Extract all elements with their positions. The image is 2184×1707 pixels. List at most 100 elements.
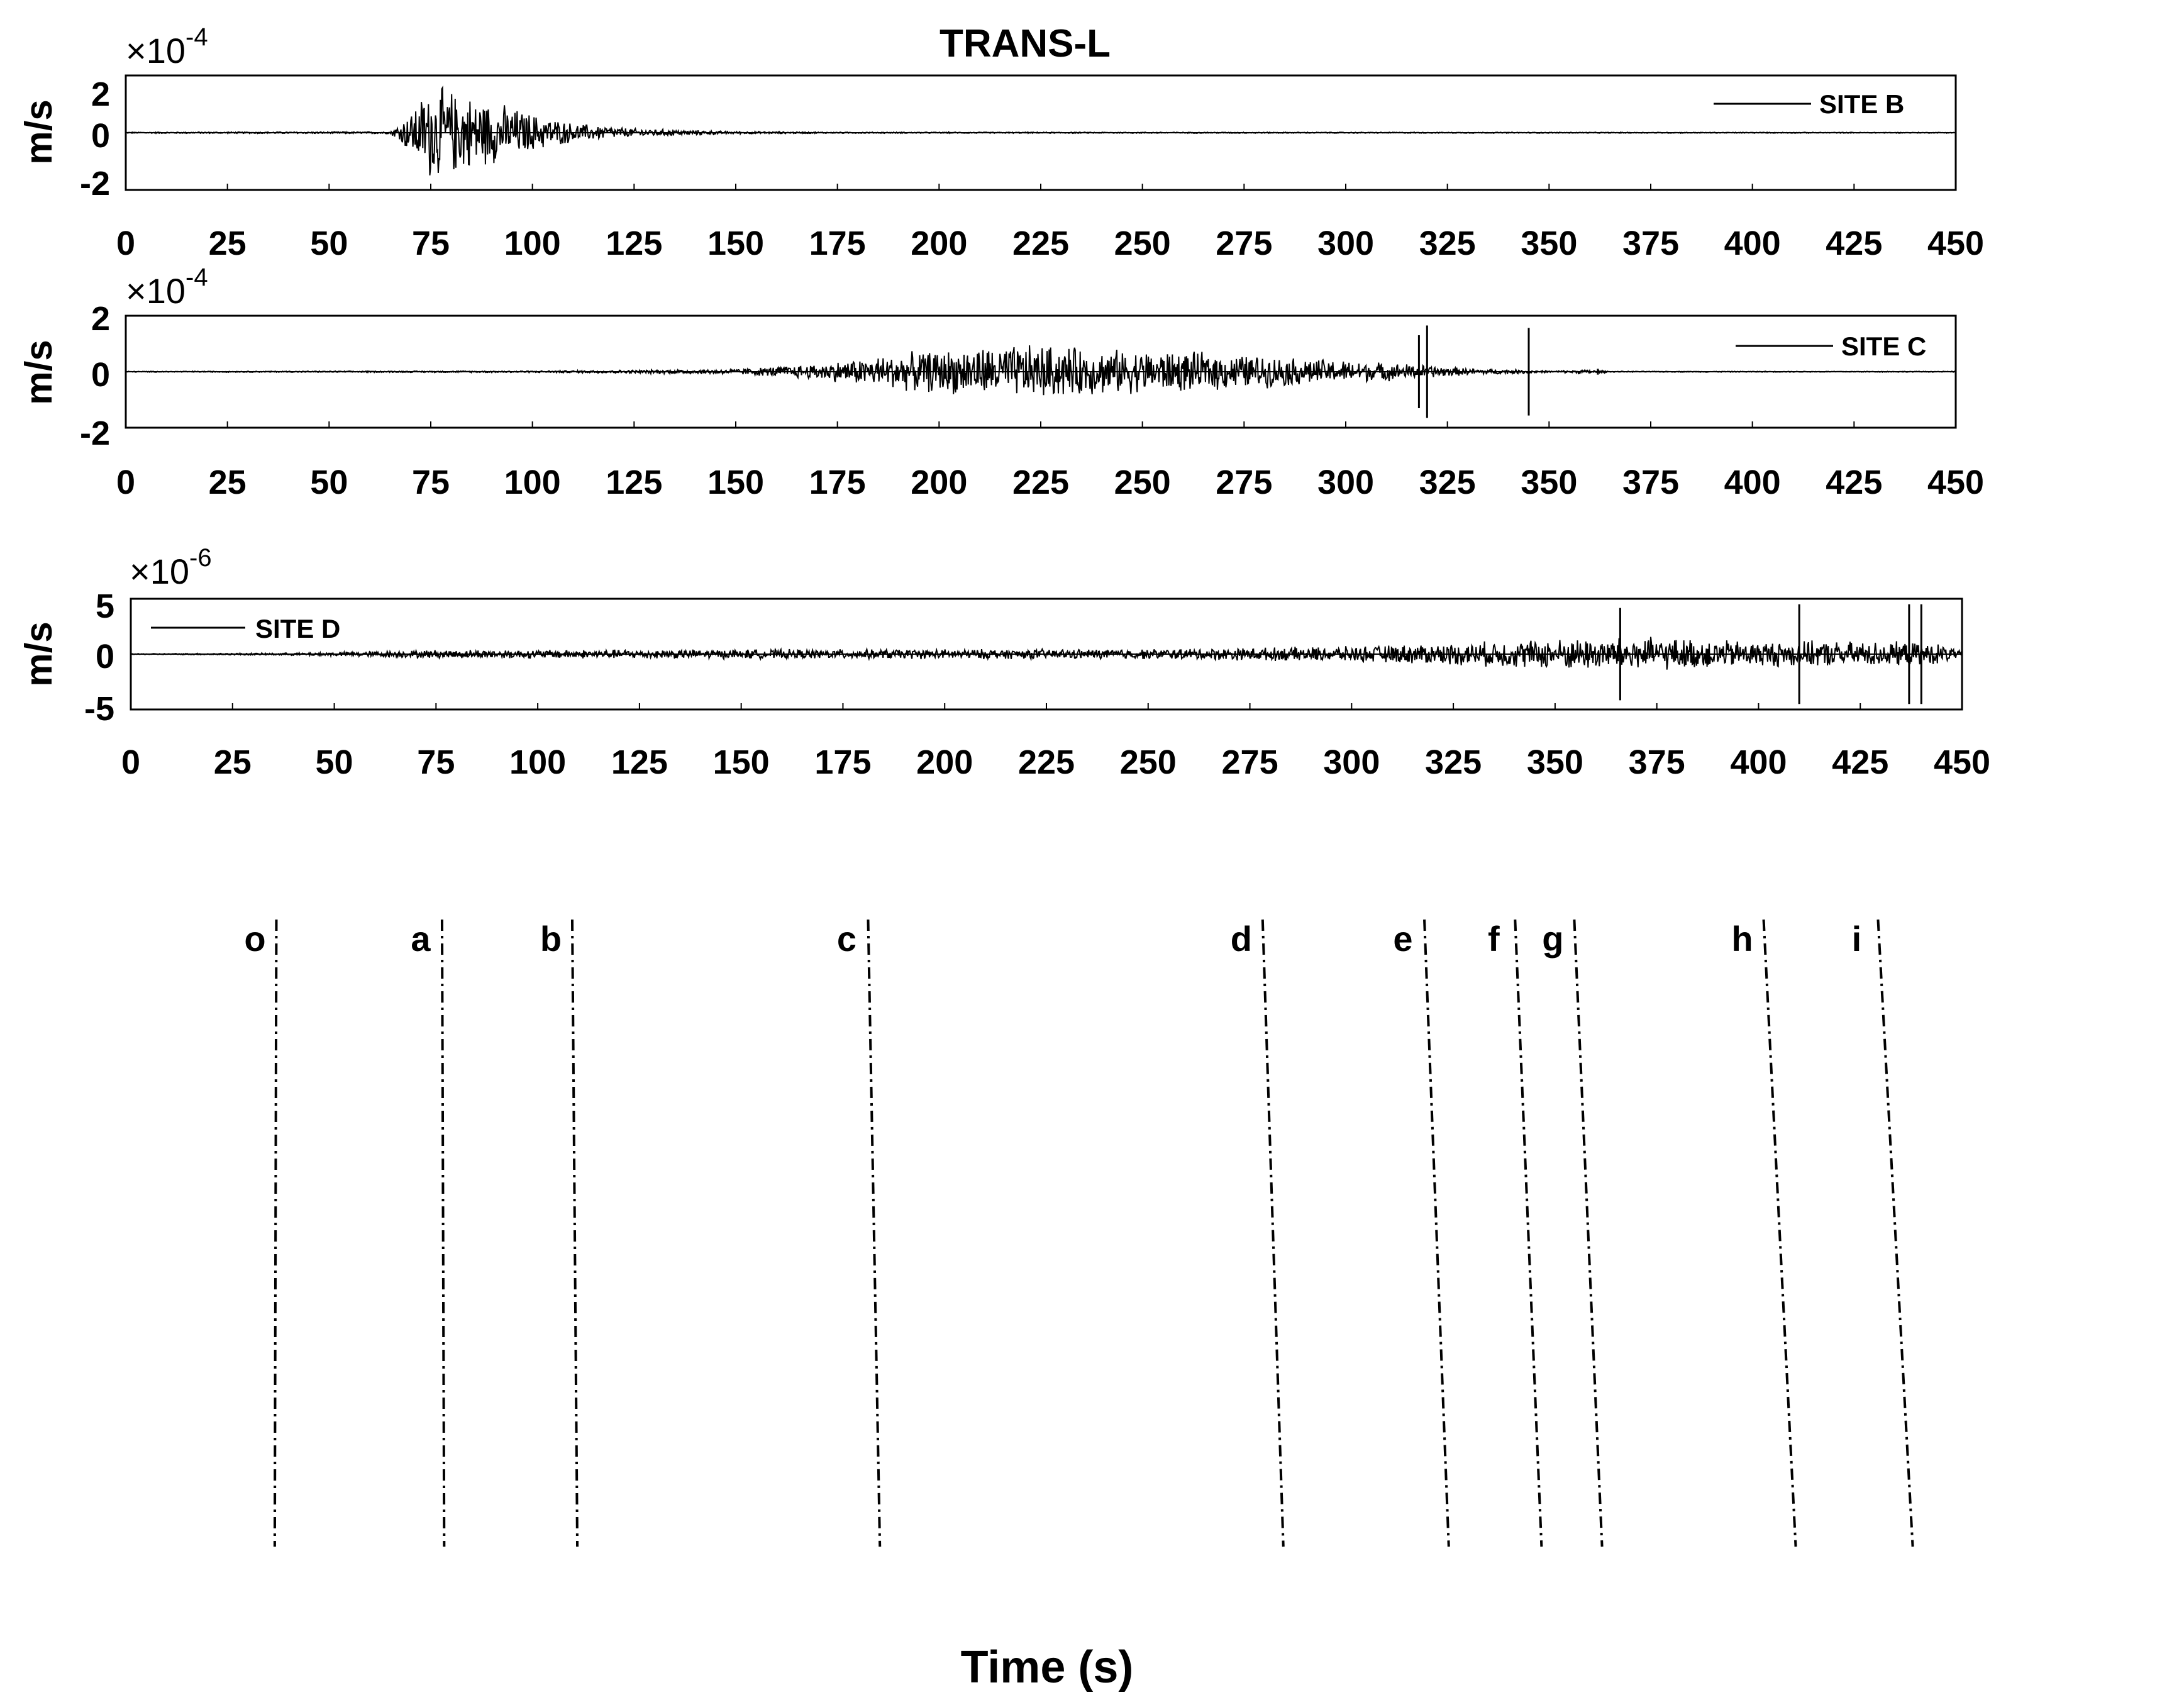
- x-tick-label: 450: [1934, 743, 1990, 781]
- x-tick-label: 200: [911, 225, 967, 262]
- y-tick: 2: [91, 300, 110, 338]
- x-tick-label: 325: [1419, 225, 1476, 262]
- x-tick-label: 25: [209, 464, 247, 501]
- y-exponent: ×10-4: [126, 23, 208, 70]
- event-letter: c: [837, 919, 856, 959]
- legend: SITE D: [151, 614, 340, 643]
- x-tick-label: 400: [1724, 225, 1781, 262]
- x-tick-label: 425: [1832, 743, 1888, 781]
- x-tick-label: 175: [814, 743, 871, 781]
- event-letter: e: [1393, 919, 1412, 959]
- x-tick-label: 75: [412, 225, 450, 262]
- y-tick: -2: [80, 165, 110, 203]
- event-line: [273, 919, 278, 1547]
- y-axis-label: m/s: [18, 99, 60, 164]
- x-tick-label: 450: [1927, 464, 1984, 501]
- x-tick-label: 375: [1622, 464, 1679, 501]
- x-tick-label: 425: [1826, 225, 1882, 262]
- x-tick-label: 275: [1216, 225, 1272, 262]
- x-tick-label: 325: [1419, 464, 1476, 501]
- legend-label: SITE C: [1841, 331, 1926, 361]
- x-tick-label: 0: [121, 743, 140, 781]
- x-tick-label: 275: [1222, 743, 1278, 781]
- y-tick: 0: [91, 356, 110, 394]
- x-tick-label: 300: [1317, 464, 1374, 501]
- event-line: [440, 919, 446, 1547]
- x-tick-label: 150: [713, 743, 770, 781]
- y-tick: 0: [91, 117, 110, 155]
- event-line: [1514, 919, 1543, 1547]
- x-tick-label: 50: [310, 225, 348, 262]
- waveform-trace-group: [125, 325, 1956, 418]
- x-tick-label: 375: [1622, 225, 1679, 262]
- exponent-power: -4: [186, 264, 208, 291]
- y-tick: 5: [96, 587, 114, 625]
- x-tick-label: 175: [809, 225, 866, 262]
- x-tick-label: 50: [310, 464, 348, 501]
- legend-label: SITE D: [255, 614, 340, 643]
- event-letter: f: [1488, 919, 1500, 959]
- y-exponent: ×10-4: [126, 264, 208, 311]
- x-axis-label: Time (s): [961, 1642, 1134, 1693]
- event-line: [1573, 919, 1604, 1547]
- x-tick-label: 400: [1730, 743, 1787, 781]
- x-tick-label: 225: [1012, 464, 1069, 501]
- x-tick-label: 100: [504, 464, 561, 501]
- x-tick-label: 0: [116, 464, 135, 501]
- x-tick-label: 125: [611, 743, 668, 781]
- x-tick-label: 100: [509, 743, 566, 781]
- x-tick-label: 100: [504, 225, 561, 262]
- event-letter: h: [1731, 919, 1753, 959]
- waveform-panel-site-b: m/s ×10-4 2 0 -2 SITE B 0 25 50 75 100 125 150…: [18, 23, 1984, 262]
- y-axis-label: m/s: [18, 340, 60, 404]
- event-line: [1423, 919, 1450, 1547]
- event-letter: i: [1852, 919, 1862, 959]
- x-tick-label: 225: [1018, 743, 1075, 781]
- x-tick-labels: 0 25 50 75 100 125 150 175 200 225 250 275 300 325 350…: [116, 421, 1984, 501]
- x-tick-label: 250: [1120, 743, 1177, 781]
- event-line: [1261, 919, 1285, 1547]
- x-tick-label: 275: [1216, 464, 1272, 501]
- x-tick-label: 425: [1826, 464, 1882, 501]
- x-tick-label: 450: [1927, 225, 1984, 262]
- waveform-panel-site-d: m/s ×10-6 5 0 -5 SITE D 0 25 50 75 100 125 150…: [18, 544, 1990, 781]
- x-tick-label: 350: [1527, 743, 1583, 781]
- event-letter: o: [244, 919, 265, 959]
- legend: SITE B: [1714, 89, 1904, 119]
- x-tick-label: 25: [209, 225, 247, 262]
- x-tick-label: 375: [1629, 743, 1685, 781]
- waveform-trace: [125, 85, 1956, 175]
- exponent-base: ×10: [126, 271, 186, 311]
- waveform-trace-group: [125, 85, 1956, 175]
- x-tick-label: 350: [1521, 464, 1577, 501]
- chart-title: TRANS-L: [940, 22, 1111, 65]
- x-tick-label: 150: [707, 225, 764, 262]
- y-tick: -2: [80, 414, 110, 452]
- waveform-panel-site-c: m/s ×10-4 2 0 -2 SITE C 0 25 50 75 100 125 150…: [18, 264, 1984, 501]
- event-letter: a: [411, 919, 431, 959]
- waveform-trace-group: [130, 604, 1963, 704]
- x-tick-labels: 0 25 50 75 100 125 150 175 200 225 250 275 300 325 350…: [121, 703, 1990, 781]
- x-tick-labels: 0 25 50 75 100 125 150 175 200 225 250 275 300 325 350…: [116, 184, 1984, 262]
- waveform-trace: [130, 637, 1963, 670]
- x-tick-label: 300: [1317, 225, 1374, 262]
- exponent-base: ×10: [126, 31, 186, 70]
- event-letter: d: [1231, 919, 1252, 959]
- event-line: [1762, 919, 1797, 1547]
- event-line: [867, 919, 882, 1547]
- x-tick-label: 300: [1323, 743, 1380, 781]
- x-tick-label: 325: [1425, 743, 1482, 781]
- x-tick-label: 125: [606, 464, 662, 501]
- y-exponent: ×10-6: [130, 544, 212, 591]
- exponent-power: -4: [186, 23, 208, 51]
- legend-label: SITE B: [1819, 89, 1904, 119]
- x-tick-label: 350: [1521, 225, 1577, 262]
- x-tick-label: 75: [417, 743, 455, 781]
- y-axis-label: m/s: [18, 621, 60, 686]
- event-letter: b: [540, 919, 562, 959]
- event-letter: g: [1542, 919, 1563, 959]
- x-tick-label: 200: [916, 743, 973, 781]
- x-tick-label: 250: [1114, 464, 1171, 501]
